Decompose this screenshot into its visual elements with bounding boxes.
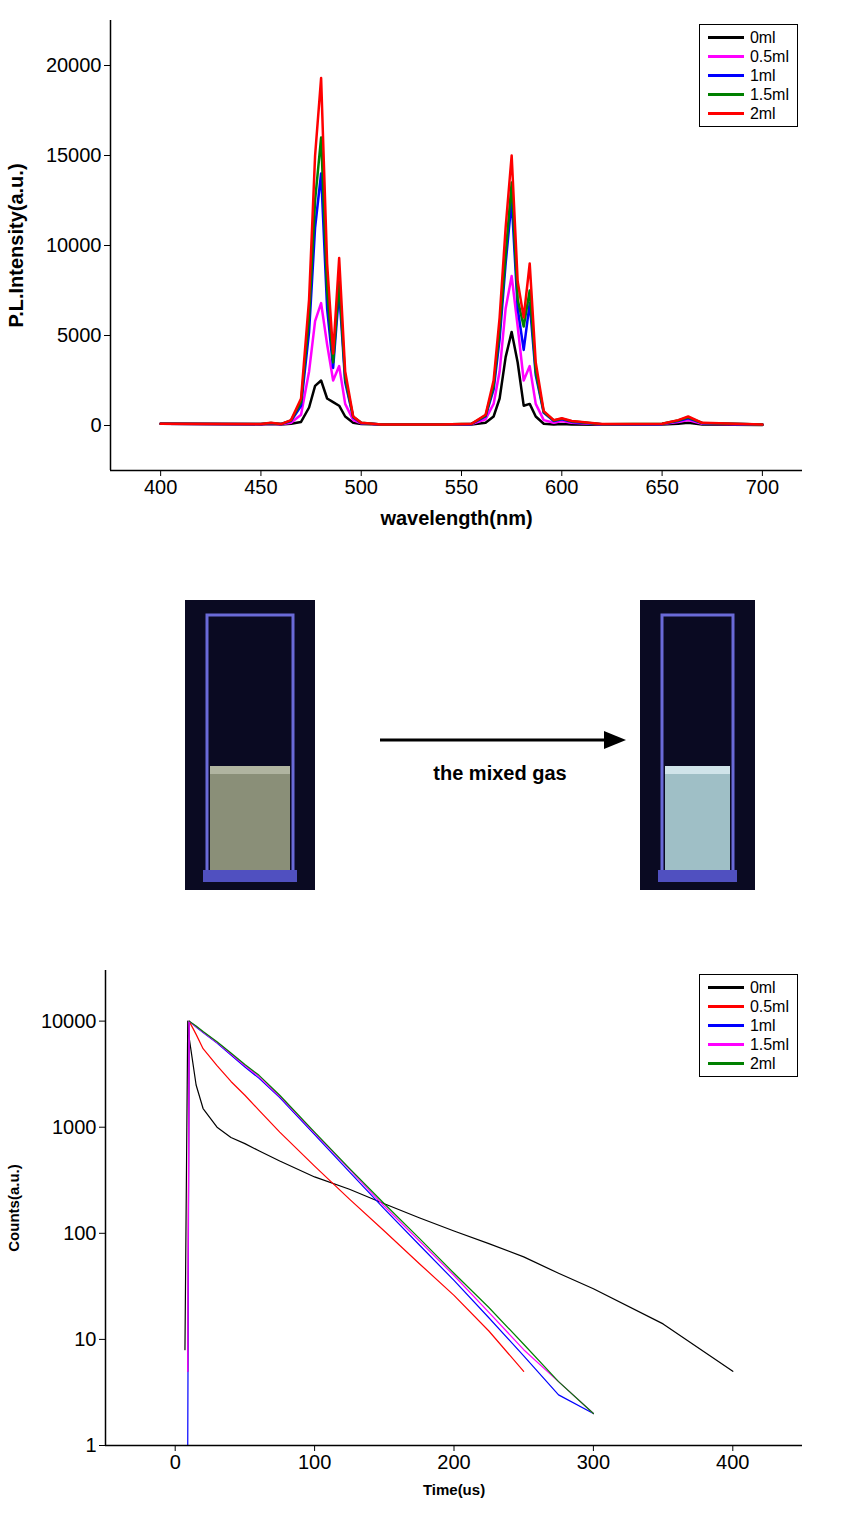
svg-text:P.L.Intensity(a.u.): P.L.Intensity(a.u.) — [5, 163, 27, 327]
svg-text:Counts(a.u.): Counts(a.u.) — [5, 1164, 22, 1252]
svg-text:550: 550 — [445, 476, 478, 498]
html-text:1ml: 1ml — [749, 1016, 776, 1034]
svg-text:100: 100 — [63, 1222, 96, 1244]
svg-text:300: 300 — [577, 1451, 610, 1473]
html-text:1ml: 1ml — [749, 66, 776, 84]
html-text:1.5ml: 1.5ml — [749, 85, 789, 103]
svg-text:1000: 1000 — [52, 1116, 97, 1138]
svg-text:20000: 20000 — [46, 54, 102, 76]
svg-text:0: 0 — [170, 1451, 181, 1473]
svg-text:Time(us): Time(us) — [423, 1481, 485, 1498]
html-text:0ml: 0ml — [749, 28, 776, 46]
svg-text:400: 400 — [716, 1451, 749, 1473]
html-text:0ml: 0ml — [749, 978, 776, 996]
svg-text:400: 400 — [144, 476, 177, 498]
svg-text:10000: 10000 — [46, 234, 102, 256]
svg-text:1: 1 — [85, 1434, 96, 1456]
svg-text:200: 200 — [437, 1451, 470, 1473]
html-text:2ml: 2ml — [749, 1054, 776, 1072]
html-text:0.5ml: 0.5ml — [749, 47, 789, 65]
svg-text:10: 10 — [74, 1328, 96, 1350]
svg-text:5000: 5000 — [57, 324, 102, 346]
svg-text:the mixed gas: the mixed gas — [433, 762, 566, 784]
svg-text:wavelength(nm): wavelength(nm) — [379, 507, 532, 529]
svg-text:100: 100 — [298, 1451, 331, 1473]
svg-text:0: 0 — [90, 414, 101, 436]
svg-text:700: 700 — [746, 476, 779, 498]
html-text:0.5ml: 0.5ml — [749, 997, 789, 1015]
svg-text:450: 450 — [244, 476, 277, 498]
svg-text:15000: 15000 — [46, 144, 102, 166]
svg-text:500: 500 — [345, 476, 378, 498]
svg-text:650: 650 — [645, 476, 678, 498]
html-text:2ml: 2ml — [749, 104, 776, 122]
svg-text:10000: 10000 — [41, 1010, 97, 1032]
html-text:1.5ml: 1.5ml — [749, 1035, 789, 1053]
svg-text:600: 600 — [545, 476, 578, 498]
